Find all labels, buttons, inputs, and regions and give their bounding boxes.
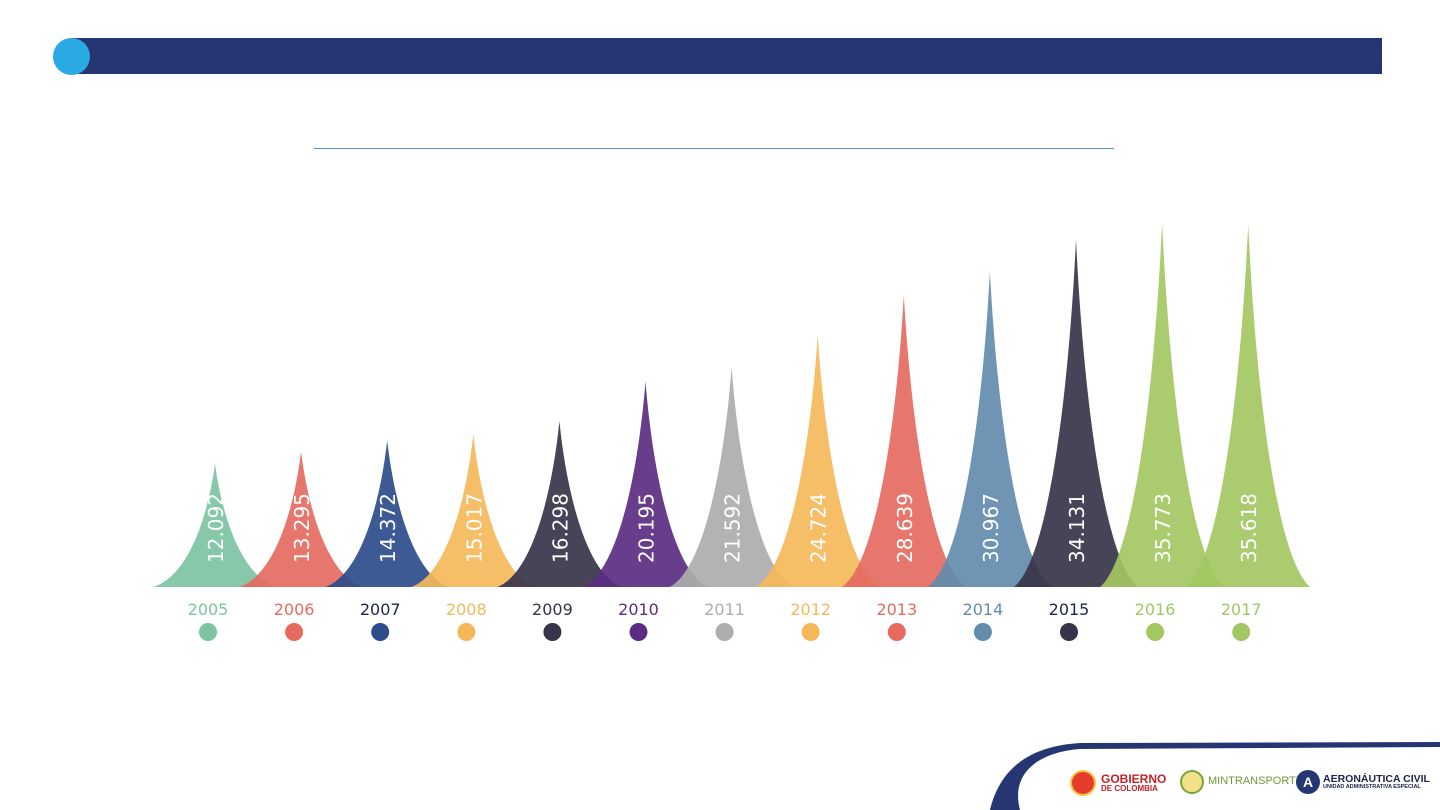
value-label-2013: 28.639 [893,493,917,563]
legend-dot-2017 [1232,623,1251,641]
peak-2017 [1186,224,1311,587]
year-label-2005: 2005 [188,600,229,619]
legend-dot-2005 [199,623,217,641]
legend-dot-2008 [457,623,476,641]
mintransporte-text: MINTRANSPORTE [1208,775,1304,788]
mintransporte-seal-icon [1180,770,1204,794]
legend-dot-2007 [371,623,390,641]
value-label-2016: 35.773 [1151,493,1175,563]
year-label-2008: 2008 [446,600,487,619]
value-label-2008: 15.017 [462,493,486,563]
peak-2015 [1014,239,1138,587]
gobierno-line1: GOBIERNO [1101,771,1167,786]
year-label-2015: 2015 [1049,600,1090,619]
year-label-2007: 2007 [360,600,401,619]
peak-2013 [841,295,966,587]
legend-dot-2013 [887,623,906,641]
header-dot [53,38,90,75]
legend-dot-2012 [801,623,820,641]
aerocivil-line2: UNIDAD ADMINISTRATIVA ESPECIAL [1323,783,1421,790]
value-label-2010: 20.195 [635,493,659,563]
colombia-seal-icon [1070,770,1096,796]
aerocivil-logo: A AERONÁUTICA CIVIL UNIDAD ADMINISTRATIV… [1296,770,1430,794]
peak-2009 [497,421,622,587]
peak-2006 [239,451,364,587]
peak-2008 [411,434,536,587]
aerocivil-icon: A [1296,770,1320,794]
peak-2007 [325,440,450,587]
value-label-2009: 16.298 [548,493,572,563]
title-divider [314,148,1114,149]
peak-2011 [669,367,794,587]
year-label-2010: 2010 [618,600,659,619]
year-label-2009: 2009 [532,600,573,619]
year-label-2012: 2012 [790,600,831,619]
year-label-2013: 2013 [876,600,917,619]
chart-value-labels: 12.092 13.295 14.372 15.017 16.298 20.195 21.5… [204,493,1261,563]
peak-2016 [1100,222,1225,587]
year-label-2006: 2006 [274,600,315,619]
gobierno-line2: DE COLOMBIA [1101,784,1158,794]
value-label-2014: 30.967 [979,493,1003,563]
peak-2005 [153,463,277,587]
value-label-2012: 24.724 [807,493,831,563]
value-label-2011: 21.592 [721,493,745,563]
legend-dot-2015 [1060,623,1078,641]
mintransporte-logo: MINTRANSPORTE [1180,770,1303,794]
legend-dot-2011 [715,623,734,641]
year-label-2014: 2014 [963,600,1004,619]
peak-2014 [927,271,1052,587]
value-label-2017: 35.618 [1237,493,1261,563]
legend-dot-2009 [543,623,562,641]
peak-2012 [755,335,880,587]
year-label-2017: 2017 [1221,600,1262,619]
gobierno-logo: GOBIERNO DE COLOMBIA [1070,770,1166,796]
legend-dot-2016 [1146,623,1165,641]
chart-peaks [153,222,1311,587]
legend-dot-2014 [973,623,992,641]
value-label-2015: 34.131 [1065,493,1089,563]
year-label-2011: 2011 [704,600,745,619]
value-label-2006: 13.295 [290,493,314,563]
chart-year-labels: 2005 2006 2007 2008 2009 2010 2011 2012 2013 2014… [188,600,1262,619]
legend-dot-2010 [629,623,648,641]
peak-2010 [583,381,708,587]
chart-legend-dots [199,623,1251,641]
footer-curve [990,742,1440,810]
header-bar [70,38,1382,74]
aerocivil-line1: AERONÁUTICA CIVIL [1323,772,1430,785]
value-label-2005: 12.092 [204,493,228,563]
value-label-2007: 14.372 [376,493,400,563]
legend-dot-2006 [285,623,304,641]
year-label-2016: 2016 [1135,600,1176,619]
